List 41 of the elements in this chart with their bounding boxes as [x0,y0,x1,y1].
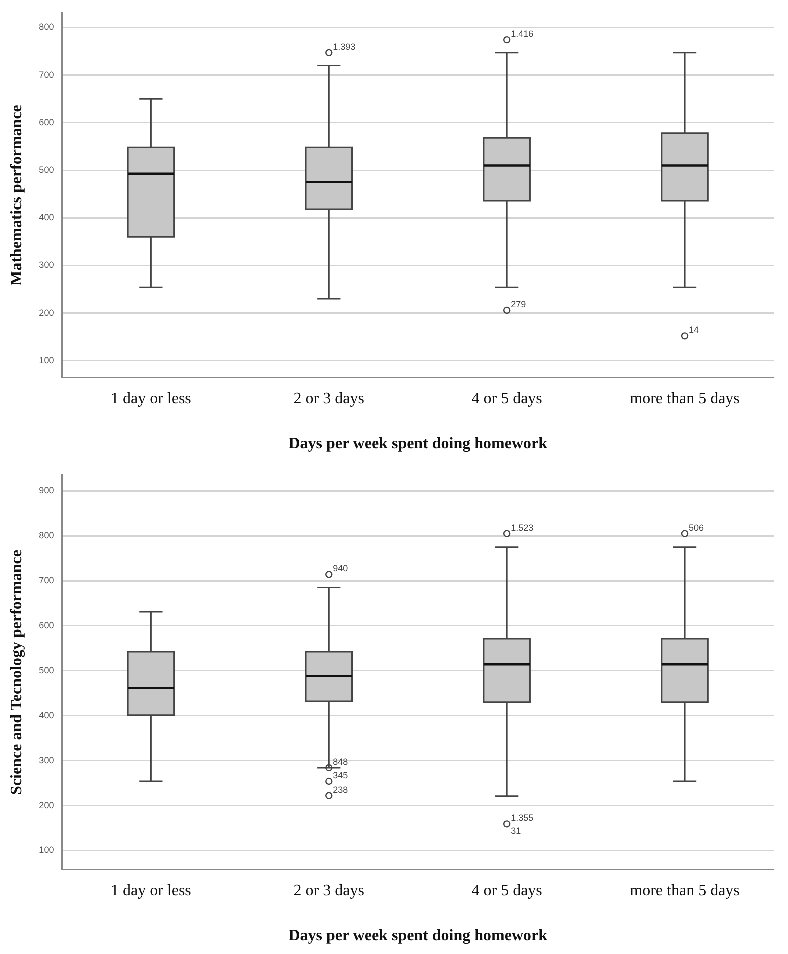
annotation: 1.523 [511,522,534,533]
y-tick-label: 900 [39,486,54,496]
y-tick-label: 400 [39,212,54,223]
y-axis-title: Mathematics performance [8,105,26,286]
y-tick-label: 800 [39,530,54,541]
annotation: 940 [333,564,348,574]
annotation: 1.393 [333,42,356,52]
y-tick-label: 100 [39,355,54,366]
y-tick-label: 700 [39,70,54,80]
annotation: 506 [689,522,704,533]
y-tick-label: 300 [39,755,54,766]
x-tick-label: 4 or 5 days [472,882,542,900]
y-tick-label: 600 [39,620,54,630]
annotation: 848 [333,757,348,767]
x-axis-title: Days per week spent doing homework [288,436,548,453]
x-tick-label: more than 5 days [630,882,740,900]
y-tick-label: 500 [39,164,54,175]
annotation: 1.355 [511,813,534,824]
y-tick-label: 400 [39,710,54,720]
x-tick-label: 2 or 3 days [294,882,364,900]
x-tick-label: 2 or 3 days [294,390,364,408]
y-axis-title: Science and Tecnology performance [8,550,26,795]
y-tick-label: 700 [39,576,54,586]
y-tick-label: 200 [39,308,54,318]
x-axis-title: Days per week spent doing homework [288,928,548,945]
annotation: 238 [333,784,348,795]
y-tick-label: 800 [39,22,54,32]
x-tick-label: 4 or 5 days [472,390,542,408]
y-tick-label: 200 [39,800,54,810]
x-tick-label: 1 day or less [110,882,192,900]
annotation: 279 [511,299,526,310]
y-tick-label: 600 [39,117,54,128]
y-tick-label: 100 [39,845,54,856]
annotation: 31 [511,826,522,836]
y-tick-label: 300 [39,260,54,270]
annotation: 14 [689,325,700,336]
x-tick-label: more than 5 days [630,390,740,408]
y-tick-label: 500 [39,665,54,676]
annotation: 1.416 [511,29,534,40]
x-tick-label: 1 day or less [110,390,192,408]
annotation: 345 [333,770,348,780]
